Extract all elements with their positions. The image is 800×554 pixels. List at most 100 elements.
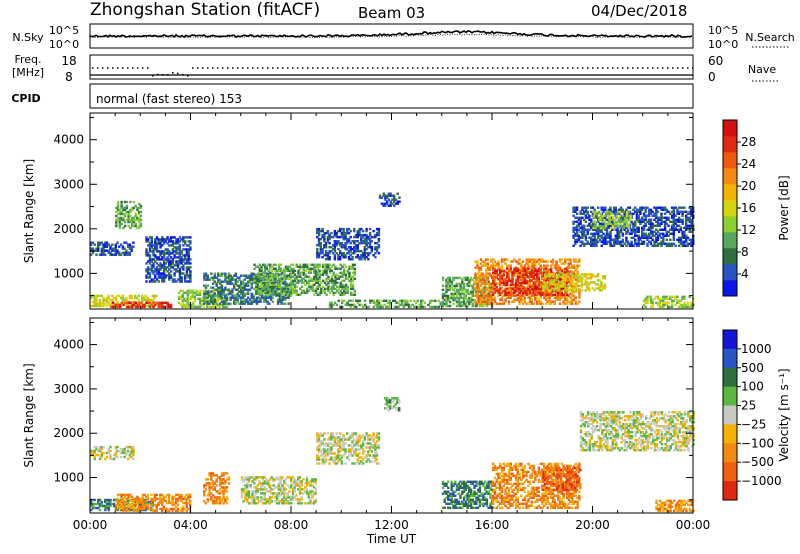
power-cell (120, 301, 124, 304)
power-cell (360, 237, 363, 241)
power-cell (93, 294, 96, 298)
power-cell (578, 258, 581, 261)
power-cell (278, 298, 282, 301)
power-cell (353, 235, 356, 239)
power-cell (187, 276, 190, 279)
power-cell (234, 280, 238, 283)
power-cell (556, 289, 559, 292)
power-cell (677, 238, 681, 241)
power-cell (396, 200, 399, 203)
power-cell (656, 216, 660, 219)
power-cell (229, 290, 232, 293)
power-cell (663, 234, 667, 237)
power-cell (670, 232, 674, 235)
power-cell (148, 274, 152, 277)
power-cell (370, 248, 373, 251)
power-cell (236, 300, 239, 303)
power-cell (358, 299, 361, 302)
power-cell (316, 250, 319, 253)
power-cell (97, 243, 100, 246)
power-cell (247, 280, 250, 283)
power-cell (575, 287, 579, 290)
power-cell (316, 252, 319, 255)
power-cell (570, 283, 573, 286)
power-cell (407, 305, 411, 309)
power-cell (448, 286, 452, 290)
power-cell (542, 277, 545, 280)
power-cell (187, 244, 190, 247)
power-cell (328, 246, 331, 249)
power-cell (377, 231, 381, 235)
power-cell (148, 248, 152, 251)
power-cell (554, 283, 557, 286)
power-cell (247, 282, 250, 285)
power-cell (313, 289, 316, 292)
power-cell (575, 230, 579, 233)
power-cell (499, 271, 502, 274)
power-cell (655, 240, 658, 243)
power-cell (358, 250, 361, 253)
power-cell (571, 276, 574, 279)
power-cell (197, 305, 200, 309)
power-cell (272, 279, 276, 282)
power-cell (611, 210, 614, 213)
power-cell (672, 234, 675, 237)
power-cell (551, 293, 555, 296)
power-cell (485, 294, 488, 297)
power-cell (263, 263, 267, 266)
velocity-cell (114, 455, 117, 459)
power-cell (644, 216, 647, 219)
power-cell (574, 228, 577, 231)
power-cell (565, 258, 569, 261)
power-cell (187, 240, 190, 243)
power-cell (616, 226, 619, 229)
power-cell (588, 236, 591, 239)
power-cell (521, 279, 525, 282)
power-cell (656, 222, 660, 225)
power-cell (443, 292, 446, 296)
power-cell (672, 230, 675, 233)
power-cell (651, 238, 654, 241)
power-cell (187, 256, 190, 259)
power-cell (506, 264, 509, 267)
power-cell (127, 218, 130, 222)
power-cell (567, 270, 570, 273)
power-cell (318, 293, 321, 296)
power-cell (428, 301, 432, 304)
power-cell (483, 280, 486, 283)
power-cell (327, 283, 330, 286)
power-cell (105, 298, 109, 302)
power-cell (129, 208, 132, 212)
power-cell (577, 273, 580, 276)
power-cell (178, 280, 182, 283)
power-cell (564, 262, 567, 265)
power-cell (560, 287, 563, 290)
power-cell (344, 273, 348, 276)
power-cell (204, 286, 208, 289)
power-cell (536, 296, 539, 299)
power-cell (625, 210, 629, 214)
power-cell (356, 244, 359, 247)
power-cell (192, 289, 195, 292)
power-cell (208, 300, 211, 303)
power-cell (632, 222, 635, 225)
power-cell (507, 302, 511, 305)
power-cell (677, 301, 681, 304)
power-cell (339, 258, 342, 261)
power-cell (688, 224, 691, 227)
power-cell (97, 245, 100, 248)
power-cell (349, 254, 352, 257)
power-cell (111, 305, 115, 309)
power-cell (339, 293, 342, 296)
power-cell (354, 244, 358, 247)
power-cell (464, 302, 467, 306)
power-cell (575, 281, 579, 284)
power-cell (534, 277, 537, 280)
power-cell (676, 208, 679, 211)
power-cell (672, 214, 675, 217)
power-cell (276, 298, 280, 301)
power-cell (605, 228, 609, 231)
power-cell (95, 304, 98, 308)
power-cell (617, 224, 620, 228)
